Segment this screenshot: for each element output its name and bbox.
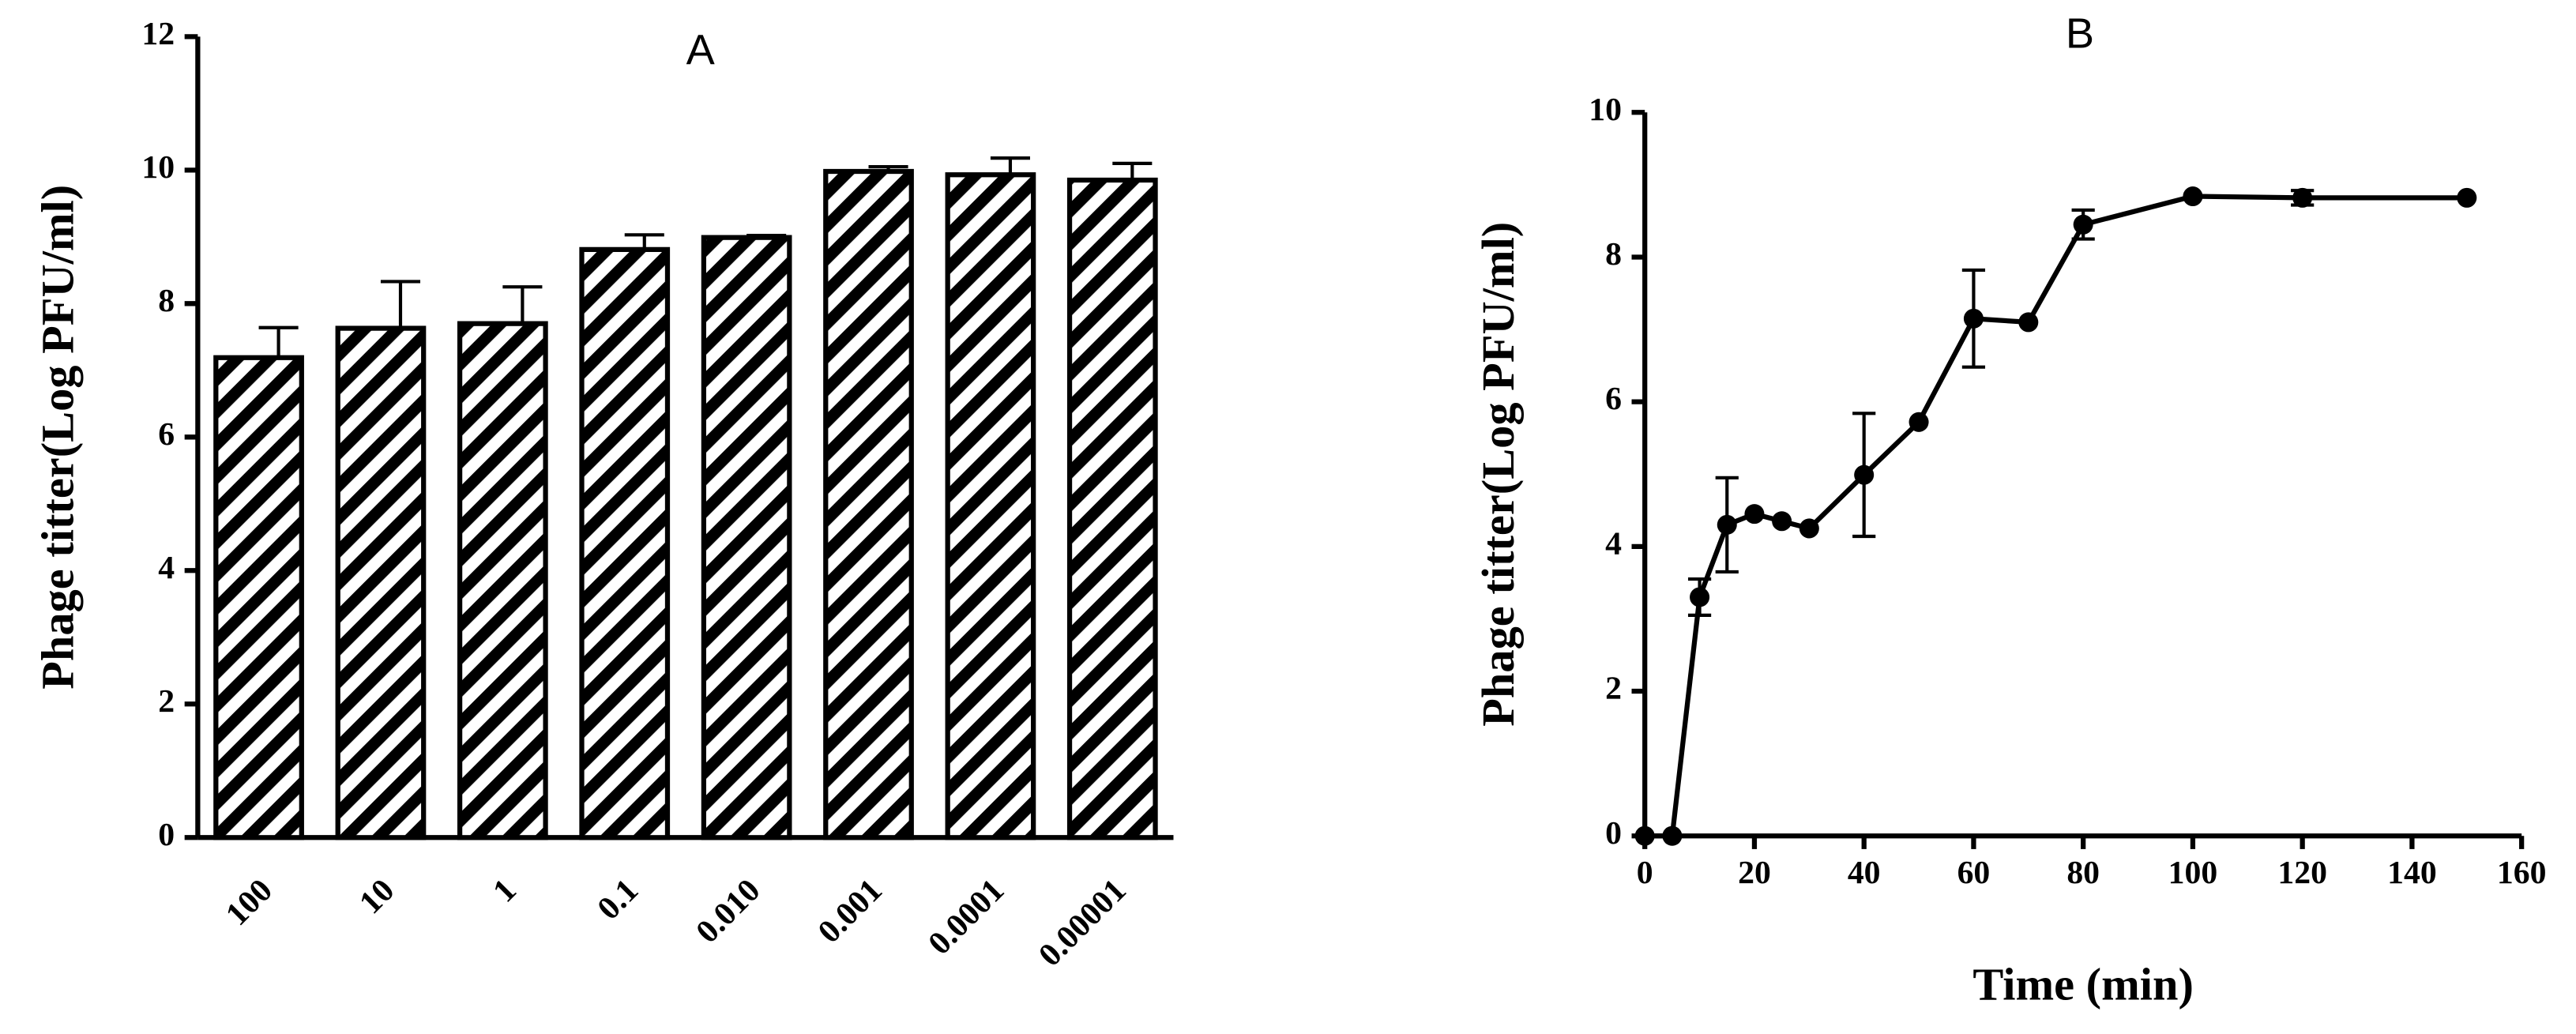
x-tick-label: 160	[2497, 855, 2547, 891]
point	[2457, 187, 2477, 208]
y-tick-label: 2	[158, 683, 175, 720]
bar	[945, 172, 1036, 840]
y-tick-label: 8	[1605, 236, 1622, 273]
x-tick-label: 0.001	[811, 872, 889, 950]
x-tick-label: 20	[1738, 855, 1771, 891]
point	[1908, 412, 1929, 432]
x-tick-label: 40	[1848, 855, 1881, 891]
y-tick-label: 10	[1589, 92, 1622, 128]
bar	[335, 325, 427, 840]
x-tick-label: 1	[486, 872, 523, 909]
point	[1744, 504, 1765, 525]
x-tick-label: 140	[2387, 855, 2437, 891]
y-tick-label: 4	[1605, 525, 1622, 562]
x-tick-label: 60	[1957, 855, 1991, 891]
x-tick-label: 120	[2277, 855, 2327, 891]
bar	[457, 321, 548, 840]
point	[1717, 514, 1737, 535]
x-tick-label: 0.0001	[922, 872, 1012, 962]
bar	[823, 168, 914, 840]
y-tick-label: 10	[141, 149, 175, 186]
chart-title: B	[2066, 10, 2094, 58]
line	[1645, 194, 2467, 839]
point	[1634, 825, 1655, 846]
chart-title: A	[686, 27, 716, 74]
x-tick-label: 100	[219, 872, 280, 933]
bar	[579, 246, 671, 840]
y-axis-label: Phage titter(Log PFU/ml)	[1472, 222, 1524, 727]
x-tick-label: 0	[1637, 855, 1653, 891]
x-tick-label: 0.010	[690, 872, 768, 950]
point	[1662, 825, 1683, 846]
point	[2292, 187, 2313, 208]
point	[2073, 214, 2093, 235]
y-tick-label: 8	[158, 283, 175, 319]
y-tick-label: 0	[158, 817, 175, 853]
y-tick-label: 4	[158, 550, 175, 586]
point	[1963, 308, 1984, 329]
y-tick-label: 6	[158, 416, 175, 453]
point	[2018, 312, 2039, 333]
x-tick-label: 10	[352, 872, 401, 921]
point	[1772, 511, 1792, 532]
point	[2183, 186, 2203, 207]
point	[1799, 518, 1819, 539]
bar	[213, 355, 304, 840]
x-tick-label: 80	[2066, 855, 2100, 891]
x-tick-label: 0.1	[591, 872, 645, 927]
bar	[1066, 177, 1158, 840]
x-axis-label: Time (min)	[1972, 959, 2194, 1010]
x-tick-label: 0.00001	[1032, 872, 1133, 973]
y-axis-label: Phage titter(Log PFU/ml)	[32, 185, 84, 690]
point	[1854, 464, 1875, 485]
y-tick-label: 12	[141, 16, 175, 52]
y-tick-label: 2	[1605, 671, 1622, 707]
x-tick-label: 100	[2168, 855, 2218, 891]
point	[1690, 587, 1710, 607]
bar	[701, 235, 792, 840]
y-tick-label: 0	[1605, 815, 1622, 852]
y-tick-label: 6	[1605, 381, 1622, 417]
